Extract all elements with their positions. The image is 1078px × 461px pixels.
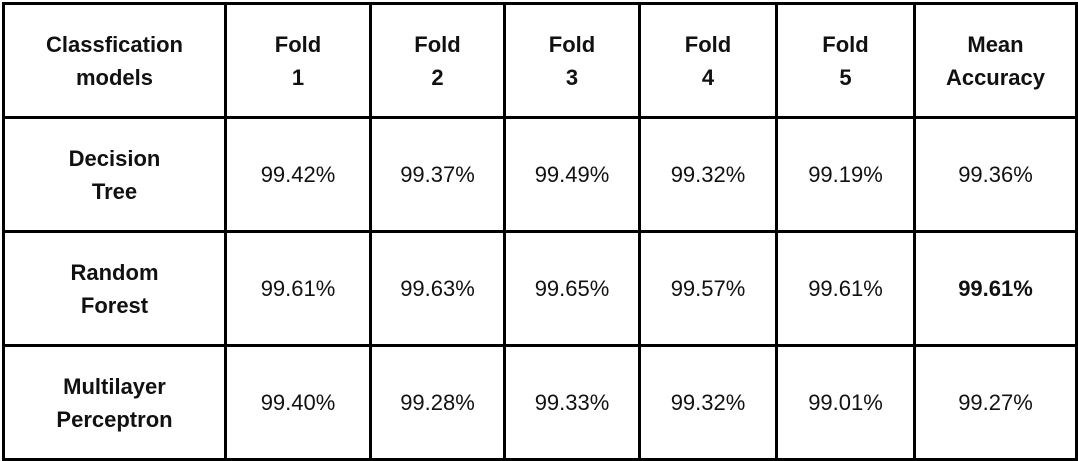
header-fold-1-line1: Fold bbox=[274, 31, 322, 57]
model-name-line2: Perceptron bbox=[56, 406, 173, 432]
fold-2-cell: 99.28% bbox=[369, 344, 506, 461]
table-row-decision-tree: Decision Tree 99.42% 99.37% 99.49% 99.32… bbox=[2, 116, 1078, 233]
fold-1-cell: 99.42% bbox=[224, 116, 372, 233]
mean-accuracy-cell-best: 99.61% bbox=[913, 230, 1078, 347]
header-fold-1: Fold 1 bbox=[224, 2, 372, 119]
fold-1-cell: 99.40% bbox=[224, 344, 372, 461]
model-name-cell: Decision Tree bbox=[2, 116, 227, 233]
model-name-line2: Forest bbox=[80, 292, 149, 318]
header-fold-2-line1: Fold bbox=[414, 31, 461, 57]
header-fold-3-line2: 3 bbox=[565, 64, 579, 90]
header-fold-5-line1: Fold bbox=[822, 31, 869, 57]
fold-2-cell: 99.37% bbox=[369, 116, 506, 233]
header-fold-5-line2: 5 bbox=[839, 64, 852, 90]
header-fold-2: Fold 2 bbox=[369, 2, 506, 119]
fold-3-cell: 99.33% bbox=[503, 344, 641, 461]
model-name-line2: Tree bbox=[91, 178, 138, 204]
fold-3-cell: 99.49% bbox=[503, 116, 641, 233]
header-mean-accuracy-line1: Mean bbox=[967, 31, 1024, 57]
table-row-multilayer-perceptron: Multilayer Perceptron 99.40% 99.28% 99.3… bbox=[2, 344, 1078, 461]
model-name-line1: Decision bbox=[68, 145, 161, 171]
fold-5-cell: 99.01% bbox=[775, 344, 916, 461]
header-model-line1: Classfication bbox=[46, 31, 183, 57]
header-fold-4-line1: Fold bbox=[684, 31, 732, 57]
fold-3-cell: 99.65% bbox=[503, 230, 641, 347]
header-fold-4: Fold 4 bbox=[638, 2, 778, 119]
model-name-line1: Multilayer bbox=[63, 373, 166, 399]
model-name-line1: Random bbox=[70, 259, 159, 285]
header-fold-5: Fold 5 bbox=[775, 2, 916, 119]
table-row-random-forest: Random Forest 99.61% 99.63% 99.65% 99.57… bbox=[2, 230, 1078, 347]
header-mean-accuracy: Mean Accuracy bbox=[913, 2, 1078, 119]
header-fold-2-line2: 2 bbox=[431, 64, 444, 90]
mean-accuracy-cell: 99.27% bbox=[913, 344, 1078, 461]
fold-1-cell: 99.61% bbox=[224, 230, 372, 347]
fold-5-cell: 99.19% bbox=[775, 116, 916, 233]
header-fold-3-line1: Fold bbox=[548, 31, 596, 57]
fold-5-cell: 99.61% bbox=[775, 230, 916, 347]
model-name-cell: Random Forest bbox=[2, 230, 227, 347]
header-row: Classfication models Fold 1 Fold 2 Fold … bbox=[2, 2, 1078, 119]
header-model-line2: models bbox=[75, 64, 154, 90]
fold-2-cell: 99.63% bbox=[369, 230, 506, 347]
fold-4-cell: 99.32% bbox=[638, 116, 778, 233]
model-name-cell: Multilayer Perceptron bbox=[2, 344, 227, 461]
header-mean-accuracy-line2: Accuracy bbox=[945, 64, 1046, 90]
header-model: Classfication models bbox=[2, 2, 227, 119]
fold-4-cell: 99.32% bbox=[638, 344, 778, 461]
header-fold-1-line2: 1 bbox=[291, 64, 305, 90]
header-fold-4-line2: 4 bbox=[701, 64, 715, 90]
header-fold-3: Fold 3 bbox=[503, 2, 641, 119]
fold-4-cell: 99.57% bbox=[638, 230, 778, 347]
mean-accuracy-cell: 99.36% bbox=[913, 116, 1078, 233]
